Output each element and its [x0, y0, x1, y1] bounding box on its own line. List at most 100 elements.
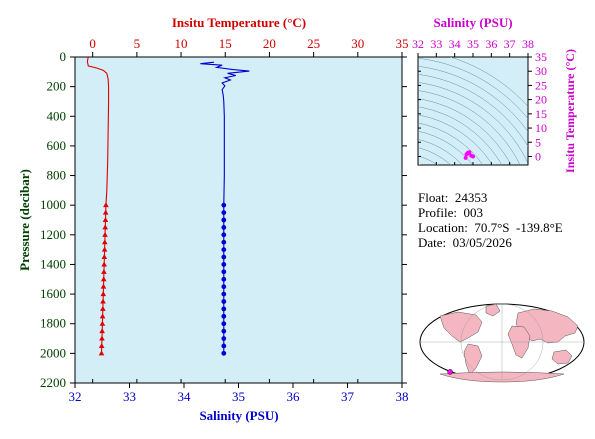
- float-location-marker: [447, 369, 453, 375]
- temperature-point: [101, 246, 108, 252]
- temperature-tick-label: 5: [134, 36, 141, 51]
- temperature-point: [99, 313, 106, 319]
- salinity-point: [221, 239, 227, 245]
- land-south-america: [463, 343, 483, 376]
- salinity-axis: 32 33 34 35 36 37 38: [69, 383, 409, 404]
- temperature-point: [102, 231, 108, 237]
- temperature-point: [100, 298, 106, 304]
- pressure-tick-label: 0: [60, 49, 67, 64]
- ts-temperature-tick-label: 20: [535, 93, 547, 107]
- ts-salinity-tick-label: 36: [485, 37, 497, 51]
- salinity-axis-title: Salinity (PSU): [199, 408, 278, 423]
- pressure-tick-label: 2000: [40, 345, 66, 360]
- pressure-tick-label: 1200: [40, 227, 66, 242]
- temperature-point: [98, 342, 105, 348]
- ts-point: [463, 155, 468, 160]
- ts-points: [463, 150, 475, 160]
- pressure-tick-label: 1400: [40, 256, 66, 271]
- temperature-point: [102, 217, 109, 222]
- land-australia: [551, 349, 573, 365]
- temperature-point: [102, 224, 109, 230]
- float-info: Float: 24353 Profile: 003 Location: 70.7…: [418, 190, 563, 250]
- temperature-tick-label: 10: [175, 36, 188, 51]
- salinity-point: [221, 306, 227, 312]
- salinity-point: [221, 202, 227, 208]
- land-north-america: [439, 311, 483, 343]
- pressure-axis-title: Pressure (decibar): [17, 169, 32, 271]
- temperature-point: [103, 202, 109, 208]
- ts-temperature-tick-label: 10: [535, 121, 547, 135]
- salinity-tick-label: 35: [232, 389, 245, 404]
- salinity-tick-label: 36: [287, 389, 301, 404]
- pressure-tick-label: 1800: [40, 316, 66, 331]
- salinity-point: [221, 276, 227, 282]
- temperature-point: [100, 283, 107, 289]
- pressure-tick-label: 200: [47, 79, 67, 94]
- temperature-point: [101, 254, 108, 260]
- salinity-line: [200, 61, 250, 354]
- salinity-tick-label: 34: [178, 389, 192, 404]
- temperature-axis-title: Insitu Temperature (°C): [172, 15, 306, 30]
- pressure-tick-label: 1000: [40, 197, 66, 212]
- salinity-tick-label: 32: [69, 389, 82, 404]
- salinity-point: [221, 321, 227, 327]
- temperature-tick-label: 25: [307, 36, 320, 51]
- pressure-tick-label: 800: [47, 168, 67, 183]
- salinity-point: [221, 210, 227, 215]
- salinity-tick-label: 38: [396, 389, 409, 404]
- ts-salinity-tick-label: 33: [430, 37, 442, 51]
- ts-salinity-axis-title: Salinity (PSU): [433, 15, 512, 30]
- pressure-axis: 0 200 400 600 800 1000 1200 1400 1600 1800 2000 220…: [40, 49, 407, 390]
- salinity-tick-label: 33: [123, 389, 136, 404]
- salinity-point: [221, 247, 227, 253]
- ts-temperature-tick-label: 35: [535, 50, 547, 64]
- profile-date: Date: 03/05/2026: [418, 235, 512, 250]
- ts-point: [471, 154, 475, 159]
- temperature-tick-label: 15: [219, 36, 232, 51]
- salinity-point: [221, 291, 227, 297]
- temperature-point: [101, 239, 108, 245]
- salinity-point: [221, 269, 227, 275]
- temperature-point: [101, 268, 107, 274]
- temperature-point: [99, 328, 105, 334]
- ts-salinity-tick-label: 35: [467, 37, 479, 51]
- map-graticule: [420, 303, 584, 381]
- main-plot-area: [74, 56, 403, 384]
- temperature-point: [98, 350, 105, 356]
- ts-point: [464, 152, 469, 157]
- ts-temperature-tick-label: 0: [535, 149, 541, 163]
- temperature-tick-label: 20: [263, 36, 276, 51]
- ts-salinity-tick-label: 32: [412, 37, 424, 51]
- salinity-point: [221, 225, 227, 230]
- ts-temperature-tick-label: 25: [535, 78, 547, 92]
- temperature-point: [100, 305, 106, 311]
- pressure-tick-label: 400: [47, 108, 67, 123]
- salinity-tick-label: 37: [341, 389, 355, 404]
- salinity-point: [221, 284, 227, 290]
- profile-number: Profile: 003: [418, 205, 483, 220]
- temperature-tick-label: 30: [351, 36, 364, 51]
- pressure-tick-label: 600: [47, 138, 67, 153]
- float-location: Location: 70.7°S -139.8°E: [418, 220, 563, 235]
- salinity-point: [221, 336, 227, 341]
- ts-temperature-tick-label: 5: [535, 135, 541, 149]
- salinity-point: [221, 262, 227, 267]
- salinity-point: [221, 328, 227, 334]
- ts-temperature-tick-label: 30: [535, 64, 547, 78]
- pressure-tick-label: 1600: [40, 286, 66, 301]
- temperature-point: [99, 320, 106, 326]
- pressure-tick-label: 2200: [40, 375, 66, 390]
- profile-series: [86, 56, 250, 356]
- land-greenland: [485, 303, 501, 317]
- temperature-tick-label: 35: [396, 36, 409, 51]
- float-id: Float: 24353: [418, 190, 488, 205]
- salinity-point: [221, 254, 227, 260]
- salinity-point: [221, 299, 227, 304]
- salinity-point: [221, 350, 227, 356]
- world-map: [419, 303, 585, 383]
- salinity-point: [221, 343, 227, 349]
- ts-temperature-tick-label: 15: [535, 107, 547, 121]
- ts-salinity-tick-label: 34: [449, 37, 461, 51]
